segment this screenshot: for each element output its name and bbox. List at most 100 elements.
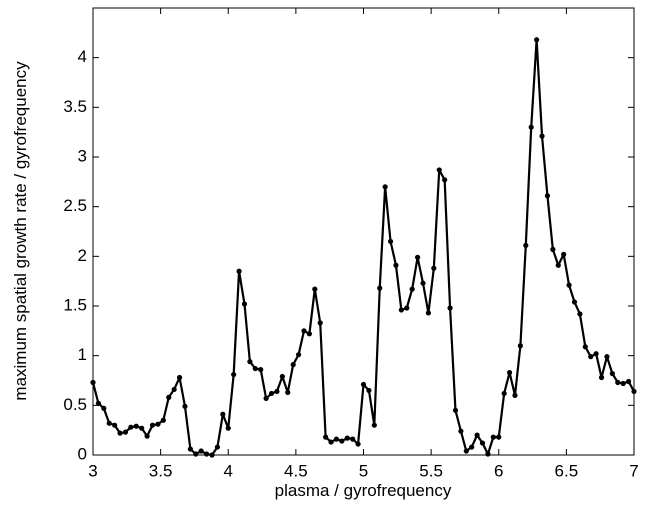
data-point: [479, 440, 486, 446]
data-point: [101, 405, 107, 411]
data-point: [631, 388, 637, 395]
data-point: [252, 365, 258, 372]
data-point: [620, 380, 626, 387]
data-point: [409, 286, 415, 292]
data-point: [263, 395, 269, 401]
data-point: [404, 305, 410, 311]
data-point: [279, 373, 285, 380]
data-point: [149, 422, 156, 428]
data-point: [344, 435, 350, 441]
data-point: [398, 307, 404, 313]
data-point: [176, 374, 183, 381]
data-point: [187, 446, 193, 452]
data-point: [328, 439, 334, 445]
data-point: [323, 434, 329, 440]
x-axis-label: plasma / gyrofrequency: [275, 481, 452, 500]
data-point: [377, 285, 383, 291]
data-point: [523, 242, 529, 249]
data-point: [490, 434, 496, 440]
data-point: [517, 343, 523, 349]
data-point: [204, 451, 210, 457]
data-point: [306, 331, 312, 337]
data-point: [382, 184, 388, 190]
data-point: [506, 369, 513, 376]
data-point: [474, 432, 480, 438]
data-point: [555, 262, 561, 268]
x-tick-label: 6: [494, 461, 503, 480]
data-point: [598, 374, 605, 381]
data-point: [122, 429, 129, 435]
data-point: [285, 389, 291, 396]
data-point: [625, 378, 632, 385]
data-point: [90, 379, 96, 386]
data-point: [171, 386, 177, 393]
data-point: [442, 177, 448, 183]
data-point: [544, 193, 551, 199]
data-point: [420, 280, 426, 286]
x-tick-label: 6.5: [555, 461, 579, 480]
data-point: [593, 351, 599, 357]
data-point: [160, 417, 166, 423]
data-point: [301, 328, 307, 334]
y-tick-label: 0: [78, 444, 87, 463]
data-point: [582, 344, 588, 350]
data-point: [360, 381, 367, 388]
data-point: [117, 430, 123, 436]
y-tick-label: 1.5: [63, 295, 87, 314]
data-point: [274, 388, 280, 395]
data-point: [241, 301, 248, 307]
data-point: [528, 124, 534, 130]
data-point: [485, 451, 491, 457]
data-point: [452, 407, 459, 413]
data-point: [295, 352, 302, 358]
data-point: [577, 311, 583, 317]
data-point: [317, 320, 323, 326]
data-point: [458, 428, 464, 434]
data-point: [387, 238, 394, 245]
data-point: [139, 425, 145, 431]
data-point: [268, 390, 275, 397]
data-point: [366, 387, 372, 394]
data-point: [571, 299, 578, 305]
y-tick-label: 4: [78, 47, 87, 66]
data-point: [496, 434, 502, 440]
data-point: [339, 438, 345, 444]
data-point: [312, 286, 318, 292]
data-point: [566, 282, 572, 288]
data-point: [214, 444, 221, 450]
data-point: [539, 133, 545, 139]
data-point: [247, 359, 253, 365]
data-point: [371, 422, 377, 428]
data-point: [333, 436, 340, 442]
data-point: [231, 371, 237, 378]
data-point: [609, 370, 615, 377]
data-point: [350, 436, 356, 442]
y-tick-label: 2: [78, 246, 87, 265]
data-point: [501, 390, 507, 397]
x-tick-label: 5.5: [419, 461, 443, 480]
x-tick-label: 7: [629, 461, 638, 480]
data-point: [133, 423, 139, 429]
data-point: [469, 444, 475, 450]
data-point: [95, 400, 102, 406]
data-point: [463, 448, 469, 454]
y-axis-label: maximum spatial growth rate / gyrofreque…: [11, 61, 30, 401]
y-tick-label: 0.5: [63, 395, 87, 414]
data-point: [106, 420, 112, 426]
data-point: [290, 362, 296, 368]
data-point: [561, 251, 567, 257]
y-tick-label: 3.5: [63, 97, 87, 116]
data-point: [425, 310, 432, 316]
x-tick-label: 4: [224, 461, 233, 480]
data-point: [393, 262, 399, 268]
data-point: [182, 403, 188, 409]
data-point: [355, 441, 361, 447]
data-point: [534, 37, 540, 43]
data-point: [431, 265, 437, 271]
data-point: [193, 451, 199, 457]
data-point: [436, 167, 442, 173]
x-tick-label: 3.5: [149, 461, 173, 480]
data-point: [258, 366, 264, 373]
